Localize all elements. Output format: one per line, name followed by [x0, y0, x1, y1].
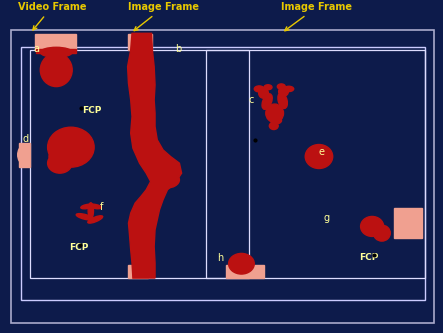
Text: FCP: FCP — [359, 253, 378, 262]
Text: Image Frame: Image Frame — [128, 2, 199, 31]
Text: b: b — [175, 44, 181, 54]
Text: FCP: FCP — [82, 106, 101, 115]
Polygon shape — [128, 33, 182, 278]
Bar — [226, 265, 264, 278]
Ellipse shape — [269, 122, 278, 130]
Ellipse shape — [89, 204, 101, 209]
Ellipse shape — [270, 117, 282, 124]
Ellipse shape — [76, 214, 93, 220]
Ellipse shape — [40, 47, 72, 57]
Ellipse shape — [259, 88, 268, 98]
Ellipse shape — [153, 171, 179, 188]
Ellipse shape — [266, 104, 284, 123]
Bar — [394, 208, 422, 238]
Bar — [128, 265, 148, 278]
Ellipse shape — [262, 94, 272, 109]
Bar — [128, 34, 152, 50]
Ellipse shape — [278, 93, 288, 109]
Ellipse shape — [18, 147, 27, 163]
Text: g: g — [323, 213, 330, 223]
Bar — [11, 30, 434, 323]
Bar — [35, 34, 76, 50]
Text: c: c — [248, 95, 253, 105]
Ellipse shape — [279, 87, 288, 96]
Bar — [30, 50, 249, 278]
Ellipse shape — [88, 203, 93, 219]
Text: a: a — [34, 44, 40, 54]
Bar — [19, 143, 30, 166]
Text: f: f — [100, 202, 103, 212]
Ellipse shape — [305, 145, 333, 168]
Text: Image Frame: Image Frame — [281, 2, 352, 31]
Ellipse shape — [40, 53, 72, 87]
Ellipse shape — [47, 127, 94, 167]
Ellipse shape — [254, 86, 264, 92]
Ellipse shape — [264, 85, 272, 90]
Bar — [36, 49, 76, 53]
Ellipse shape — [48, 153, 72, 173]
Text: h: h — [217, 253, 223, 263]
Ellipse shape — [373, 225, 390, 241]
Ellipse shape — [81, 204, 94, 209]
Ellipse shape — [277, 84, 285, 89]
Text: e: e — [319, 147, 325, 157]
Text: FCP: FCP — [69, 243, 88, 252]
Text: Video Frame: Video Frame — [18, 2, 86, 30]
Ellipse shape — [49, 147, 82, 166]
Ellipse shape — [88, 216, 103, 223]
Ellipse shape — [22, 145, 30, 152]
Text: d: d — [22, 134, 28, 144]
Bar — [21, 47, 425, 300]
Ellipse shape — [361, 216, 384, 236]
Bar — [206, 50, 425, 278]
Ellipse shape — [229, 253, 254, 274]
Ellipse shape — [284, 86, 294, 92]
